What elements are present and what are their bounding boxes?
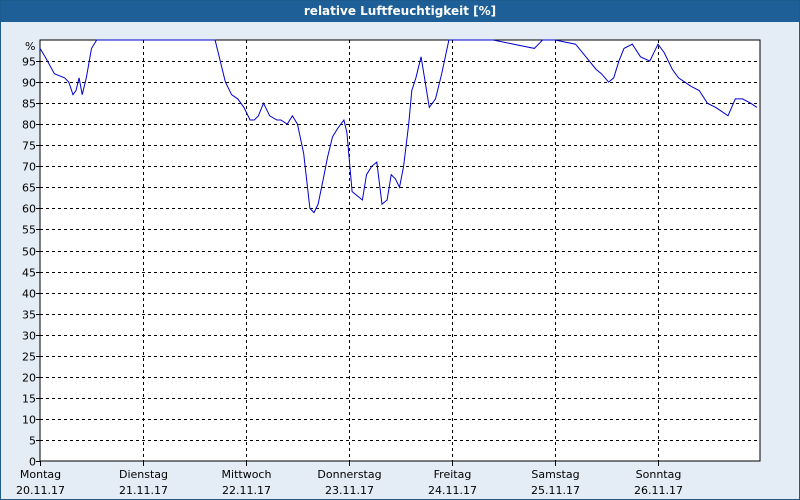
y-tick-label: 85 [22, 98, 36, 111]
y-tick-label: 25 [22, 351, 36, 364]
y-tick-label: 30 [22, 330, 36, 343]
y-tick-label: 50 [22, 246, 36, 259]
y-tick-label: 10 [22, 414, 36, 427]
y-tick-label: 5 [29, 435, 36, 448]
x-axis-ticks: Montag 20.11.17 Dienstag 21.11.17 Mittwoch 22… [16, 461, 683, 497]
y-tick-label: 95 [22, 56, 36, 69]
x-tick-day-label: Donnerstag [317, 468, 381, 481]
y-tick-label: 80 [22, 119, 36, 132]
y-tick-label: 0 [29, 456, 36, 469]
x-tick-day-label: Dienstag [119, 468, 168, 481]
y-tick-label: 65 [22, 182, 36, 195]
x-tick-date-label: 20.11.17 [16, 484, 65, 497]
x-tick-day-label: Montag [20, 468, 61, 481]
grid-lines [40, 40, 760, 461]
y-tick-label: 35 [22, 309, 36, 322]
y-unit-label: % [25, 40, 35, 53]
chart-title: relative Luftfeuchtigkeit [%] [1, 1, 799, 22]
y-tick-label: 40 [22, 288, 36, 301]
y-tick-label: 20 [22, 372, 36, 385]
humidity-series-line [39, 39, 758, 214]
y-tick-label: 90 [22, 77, 36, 90]
y-tick-label: 70 [22, 161, 36, 174]
x-tick-day-label: Samstag [531, 468, 579, 481]
x-tick-day-label: Freitag [434, 468, 472, 481]
y-tick-label: 45 [22, 267, 36, 280]
y-tick-label: 55 [22, 224, 36, 237]
x-tick-date-label: 21.11.17 [119, 484, 168, 497]
y-axis-ticks: 0 5 10 15 20 25 30 35 40 45 50 55 60 65 70 75 80 85 90 95 [22, 56, 40, 469]
x-tick-date-label: 26.11.17 [634, 484, 683, 497]
x-tick-day-label: Sonntag [636, 468, 682, 481]
plot-area [39, 39, 761, 462]
x-tick-day-label: Mittwoch [222, 468, 272, 481]
x-tick-date-label: 23.11.17 [325, 484, 374, 497]
y-tick-label: 75 [22, 140, 36, 153]
x-tick-date-label: 22.11.17 [222, 484, 271, 497]
y-tick-label: 15 [22, 393, 36, 406]
x-tick-date-label: 24.11.17 [428, 484, 477, 497]
x-tick-date-label: 25.11.17 [531, 484, 580, 497]
y-tick-label: 60 [22, 203, 36, 216]
